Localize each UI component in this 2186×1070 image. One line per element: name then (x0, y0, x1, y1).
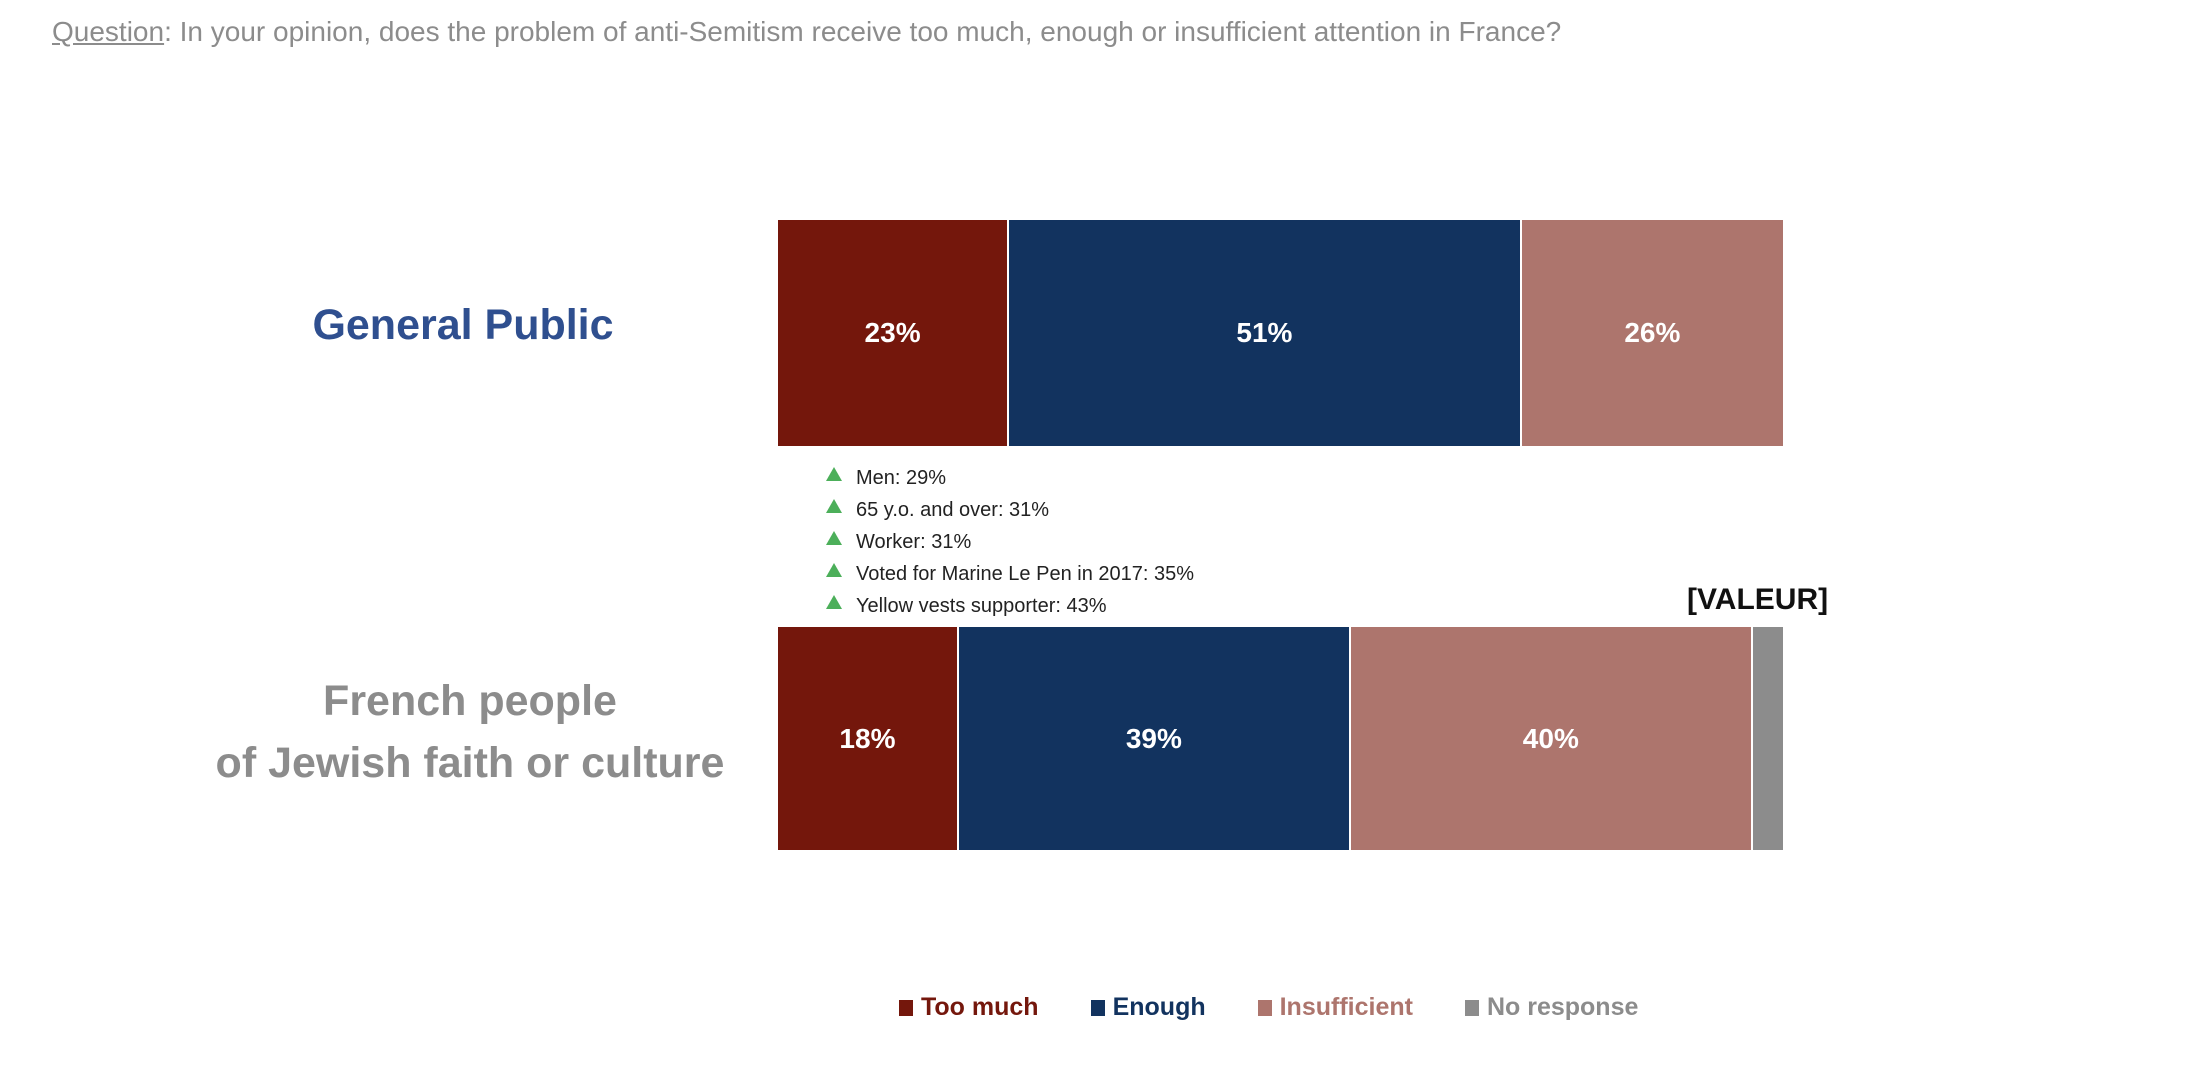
subgroup-text: Worker: 31% (856, 530, 972, 553)
up-triangle-icon (826, 595, 842, 609)
legend-swatch (1257, 999, 1272, 1016)
legend-item: Insufficient (1257, 993, 1413, 1022)
subgroup-text: Men: 29% (856, 466, 947, 489)
subgroup-item: Worker: 31% (826, 526, 1194, 558)
data-label: 26% (1624, 317, 1681, 348)
legend-item: Enough (1090, 993, 1206, 1022)
question-text: : In your opinion, does the problem of a… (164, 16, 1562, 47)
bar-jewish-french: 18% 39% 40% (778, 627, 1783, 850)
legend-label: No response (1486, 993, 1639, 1021)
category-label-line: of Jewish faith or culture (215, 739, 725, 787)
data-label: 40% (1522, 722, 1579, 754)
subgroup-text: 65 y.o. and over: 31% (856, 498, 1050, 521)
bar-segment-insufficient: 26% (1521, 220, 1783, 446)
bar-segment-too-much: 18% (778, 627, 959, 850)
data-label: 18% (839, 722, 896, 754)
no-response-annotation: [VALEUR] (1687, 583, 1829, 616)
legend-swatch (1464, 999, 1479, 1016)
category-label-general-public: General Public (220, 294, 706, 356)
subgroup-item: Yellow vests supporter: 43% (826, 590, 1194, 622)
subgroup-text: Voted for Marine Le Pen in 2017: 35% (856, 562, 1195, 585)
up-triangle-icon (826, 563, 842, 577)
legend-item: Too much (899, 993, 1039, 1022)
up-triangle-icon (826, 467, 842, 481)
question: Question: In your opinion, does the prob… (52, 16, 1561, 48)
legend-item: No response (1464, 993, 1639, 1022)
data-label: 39% (1125, 722, 1182, 754)
subgroup-item: Men: 29% (826, 462, 1194, 494)
subgroup-item: 65 y.o. and over: 31% (826, 494, 1194, 526)
bar-segment-enough: 51% (1009, 220, 1522, 446)
legend-label: Insufficient (1279, 993, 1413, 1021)
bar-segment-no-response (1752, 627, 1783, 850)
subgroup-item: Voted for Marine Le Pen in 2017: 35% (826, 558, 1194, 590)
bar-segment-enough: 39% (958, 627, 1351, 850)
question-label: Question (52, 16, 165, 47)
legend-swatch (1090, 999, 1105, 1016)
legend-label: Too much (921, 993, 1039, 1021)
category-label-jewish-french: French people of Jewish faith or culture (180, 670, 760, 794)
bar-general-public: 23% 51% 26% (778, 220, 1783, 446)
category-label-line: French people (323, 677, 617, 725)
up-triangle-icon (826, 499, 842, 513)
bar-segment-too-much: 23% (778, 220, 1010, 446)
subgroup-text: Yellow vests supporter: 43% (856, 594, 1107, 617)
bar-segment-insufficient: 40% (1350, 627, 1753, 850)
legend-label: Enough (1112, 993, 1206, 1021)
category-label-line: General Public (312, 301, 614, 349)
data-label: 23% (864, 317, 921, 348)
up-triangle-icon (826, 531, 842, 545)
subgroup-list: Men: 29% 65 y.o. and over: 31% Worker: 3… (826, 462, 1194, 622)
data-label: 51% (1236, 317, 1293, 348)
legend: Too much Enough Insufficient No response (899, 993, 1690, 1022)
legend-swatch (899, 999, 913, 1016)
